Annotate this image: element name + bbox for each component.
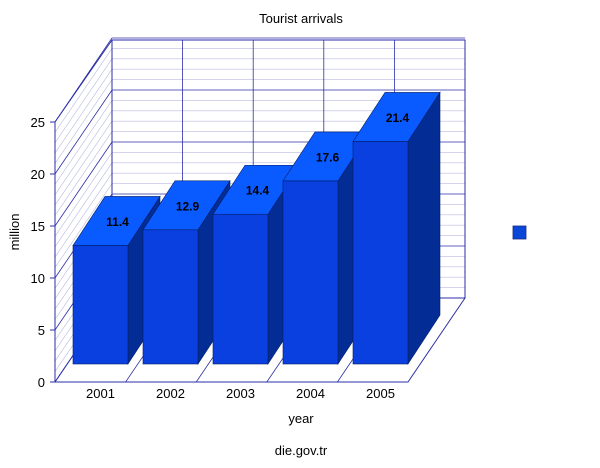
data-label: 17.6 xyxy=(316,150,340,164)
minor-gridline xyxy=(54,58,113,143)
minor-gridline xyxy=(54,173,113,258)
x-tick-label: 2004 xyxy=(296,386,325,401)
minor-gridline xyxy=(54,121,113,206)
x-axis-label: year xyxy=(288,411,314,426)
data-label: 12.9 xyxy=(176,199,200,213)
y-axis-label: million xyxy=(7,214,22,251)
bar xyxy=(142,229,199,365)
data-label: 14.4 xyxy=(246,184,270,198)
y-tick-label: 15 xyxy=(31,219,45,234)
data-label: 21.4 xyxy=(386,111,410,125)
major-gridline xyxy=(54,37,113,123)
x-tick-label: 2001 xyxy=(86,386,115,401)
major-gridline xyxy=(54,141,113,227)
y-tick-label: 5 xyxy=(38,323,45,338)
data-label: 11.4 xyxy=(106,215,129,229)
bar xyxy=(72,245,129,365)
minor-gridline xyxy=(54,162,113,247)
legend-swatch xyxy=(512,225,527,240)
minor-gridline xyxy=(54,79,113,164)
bar xyxy=(212,213,269,365)
x-tick-label: 2005 xyxy=(366,386,395,401)
x-tick-label: 2002 xyxy=(156,386,185,401)
y-tick-label: 20 xyxy=(31,167,45,182)
minor-gridline xyxy=(54,100,113,185)
y-tick-label: 0 xyxy=(38,375,45,390)
minor-gridline xyxy=(54,48,113,133)
minor-gridline xyxy=(54,152,113,237)
back-wall-frame xyxy=(111,39,466,298)
major-gridline xyxy=(54,89,113,175)
minor-gridline xyxy=(54,131,113,216)
minor-gridline xyxy=(54,110,113,195)
chart-bars xyxy=(72,91,441,366)
x-axis-ticks: 2001 2002 2003 2004 2005 xyxy=(86,386,395,401)
minor-gridline xyxy=(54,183,113,268)
bar xyxy=(282,180,339,365)
chart-title: Tourist arrivals xyxy=(259,11,343,26)
y-tick-label: 25 xyxy=(31,115,45,130)
minor-gridline xyxy=(54,69,113,154)
bar xyxy=(352,141,409,365)
data-labels: 11.4 12.9 14.4 17.6 21.4 xyxy=(106,111,409,229)
y-tick-label: 10 xyxy=(31,271,45,286)
source-note: die.gov.tr xyxy=(275,443,328,458)
x-tick-label: 2003 xyxy=(226,386,255,401)
y-axis-ticks: 0 5 10 15 20 25 xyxy=(31,115,55,390)
